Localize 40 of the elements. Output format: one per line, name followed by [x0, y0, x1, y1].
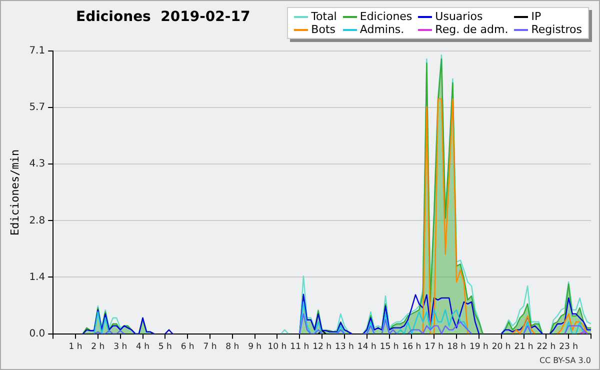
y-tick-label: 5.7 — [29, 102, 46, 114]
x-tick-label: 1 h — [68, 342, 82, 352]
y-axis-title: Ediciones/min — [8, 149, 22, 236]
x-tick-label: 13 h — [335, 342, 354, 352]
y-tick-label: 0.0 — [29, 328, 46, 340]
legend-label: Bots — [311, 23, 336, 36]
x-tick-label: 8 h — [226, 342, 240, 352]
legend-label: Usuarios — [435, 10, 483, 23]
text: CC BY-SA 3.0 — [539, 356, 591, 365]
x-tick-label: 15 h — [380, 342, 399, 352]
x-tick-label: 21 h — [514, 342, 534, 352]
x-tick-label: 4 h — [136, 342, 150, 352]
x-tick-label: 5 h — [158, 342, 172, 352]
y-tick-label: 2.8 — [29, 215, 46, 226]
chart-title: Ediciones 2019-02-17 — [76, 9, 250, 25]
y-tick-label: 4.3 — [29, 158, 46, 170]
legend-label: Admins. — [360, 23, 404, 36]
x-tick-label: 10 h — [268, 342, 287, 352]
x-tick-label: 11 h — [290, 342, 310, 352]
x-tick-label: 9 h — [248, 342, 262, 352]
x-tick-label: 12 h — [312, 342, 332, 352]
x-tick-label: 18 h — [447, 342, 466, 352]
legend-label: Reg. de adm. — [435, 23, 508, 36]
x-tick-label: 23 h — [559, 342, 578, 352]
legend-label: Ediciones — [360, 10, 412, 23]
y-tick-label: 7.1 — [29, 46, 46, 57]
x-tick-label: 17 h — [424, 342, 444, 352]
legend-label: IP — [531, 10, 542, 23]
x-tick-label: 3 h — [114, 342, 128, 352]
x-tick-label: 22 h — [536, 342, 556, 352]
legend-label: Registros — [531, 23, 582, 36]
x-tick-label: 20 h — [492, 342, 511, 352]
x-tick-label: 6 h — [180, 342, 194, 352]
x-tick-label: 7 h — [203, 342, 217, 352]
x-tick-label: 19 h — [469, 342, 488, 352]
y-tick-label: 1.4 — [29, 272, 46, 283]
legend-label: Total — [311, 10, 337, 23]
x-tick-label: 2 h — [91, 342, 105, 352]
x-tick-label: 16 h — [402, 342, 422, 352]
x-tick-label: 14 h — [357, 342, 376, 352]
